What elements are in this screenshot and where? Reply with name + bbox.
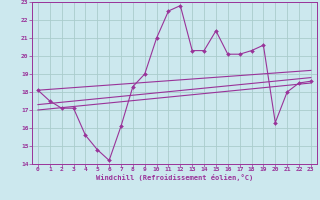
- X-axis label: Windchill (Refroidissement éolien,°C): Windchill (Refroidissement éolien,°C): [96, 174, 253, 181]
